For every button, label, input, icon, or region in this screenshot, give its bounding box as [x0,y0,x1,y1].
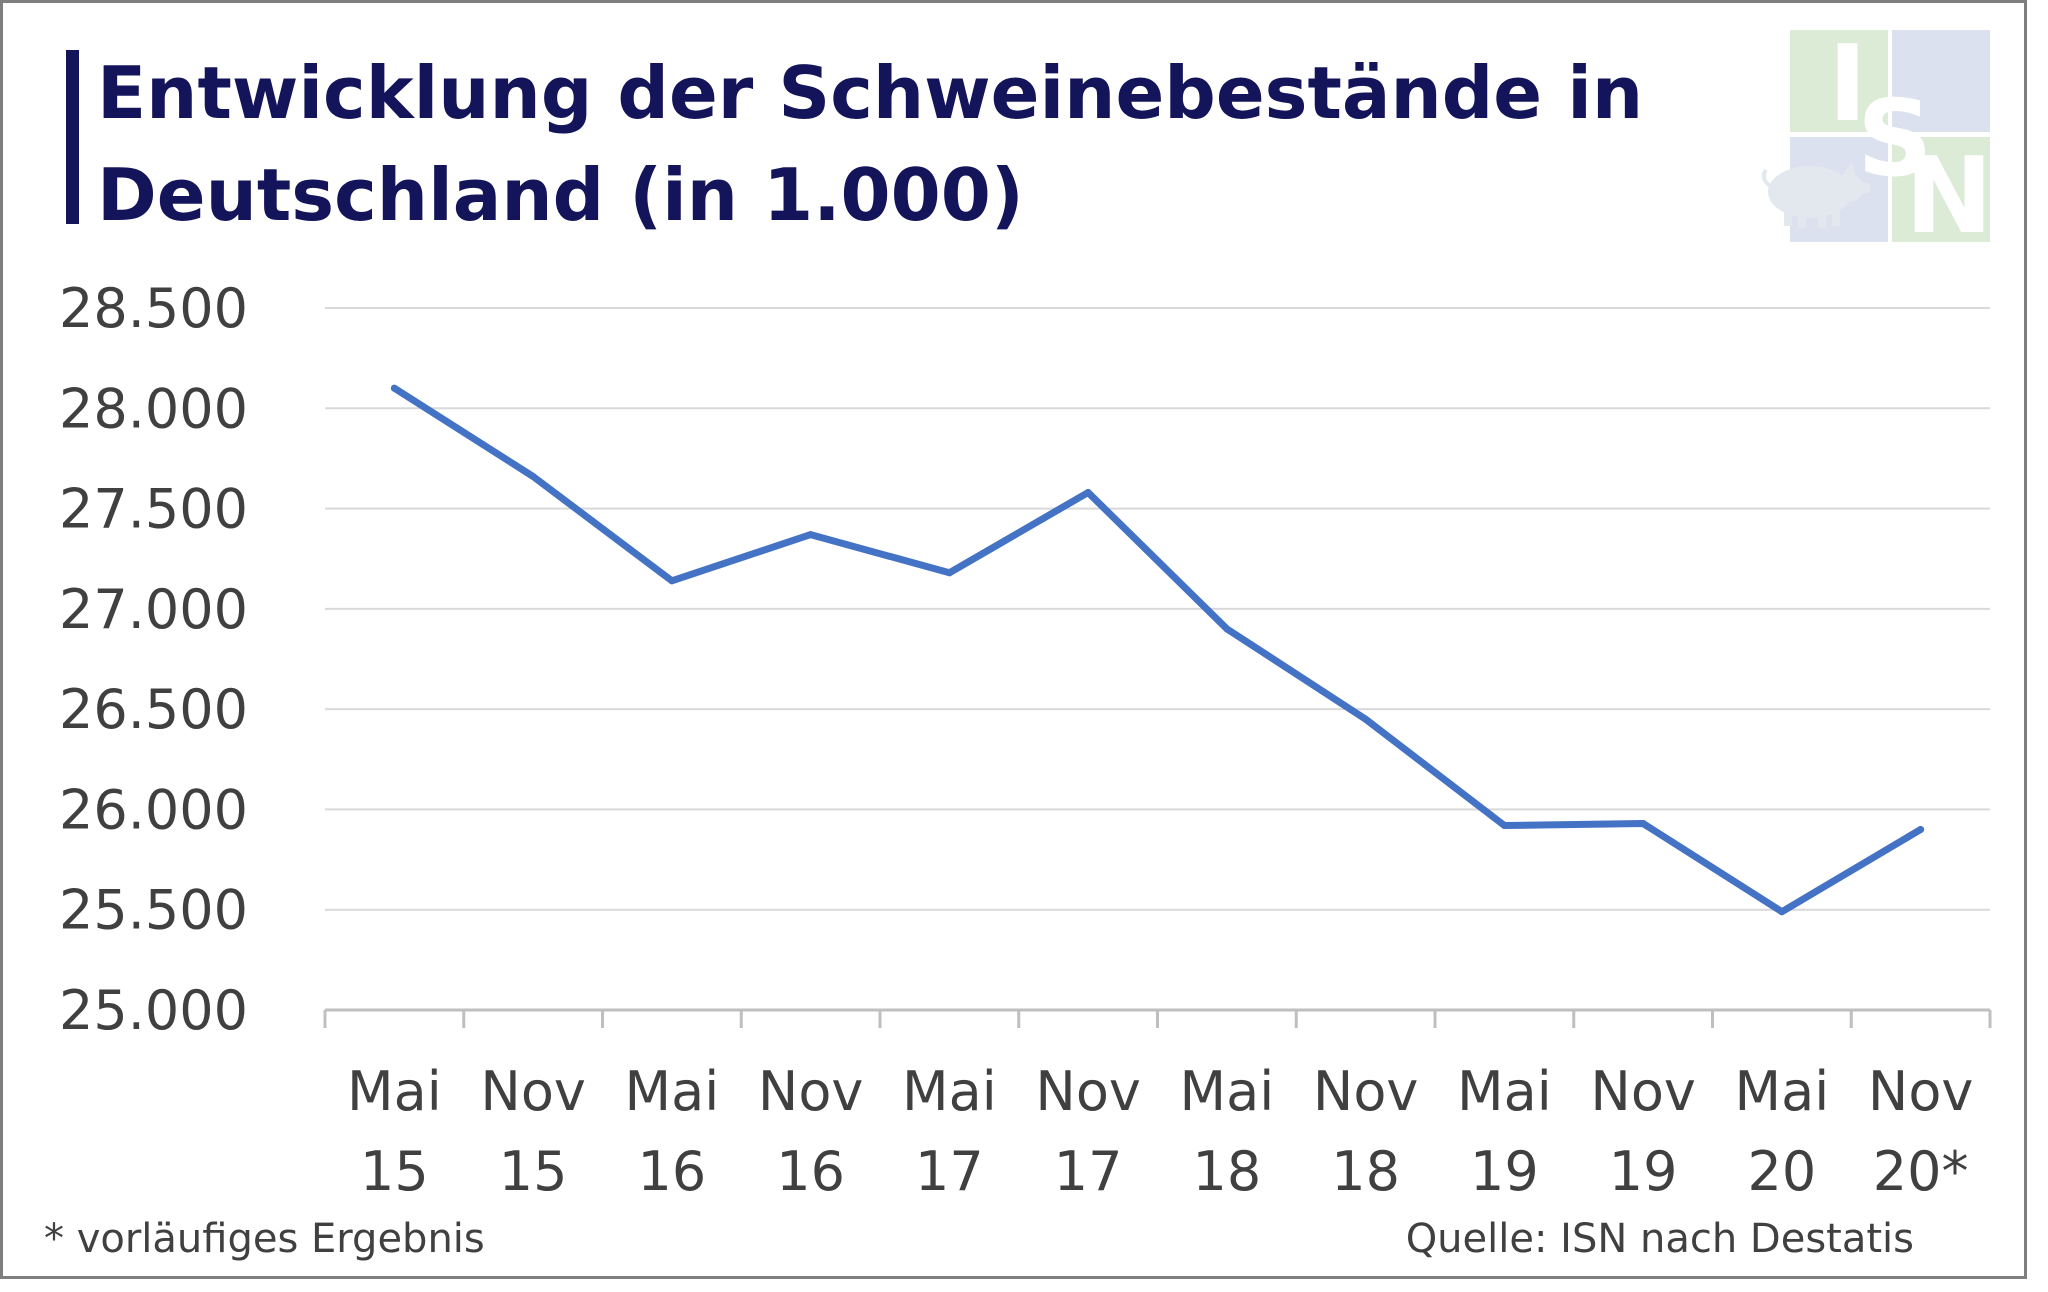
x-tick-label-month: Mai [902,1060,997,1123]
isn-logo: I S N [1761,23,1993,257]
y-tick-label: 26.500 [59,678,248,741]
data-point [1500,821,1508,829]
y-tick-label: 28.500 [59,277,248,340]
title-accent-bar [66,50,79,224]
x-tick-label-year: 16 [638,1140,707,1203]
logo-tile-top-left [1790,30,1888,132]
x-tick-label-month: Mai [1180,1060,1275,1123]
source-note: Quelle: ISN nach Destatis [1406,1216,1914,1262]
x-tick-label-month: Mai [1457,1060,1552,1123]
x-tick-label-month: Nov [480,1060,585,1123]
logo-tile-bottom-right [1892,137,1990,242]
x-tick-label-year: 18 [1193,1140,1262,1203]
x-tick-label-year: 17 [1054,1140,1123,1203]
x-tick-label-month: Nov [758,1060,863,1123]
data-point [1223,625,1231,633]
chart-title-line-1: Entwicklung der Schweinebestände in [97,51,1643,135]
data-point [668,577,676,585]
data-point [1778,908,1786,916]
x-axis-tick-labels: Mai 15 Nov 15 Mai 16 Nov 16 Mai 17 Nov 17 Mai 18 Nov 18… [347,1060,1973,1203]
x-tick-label-year: 15 [360,1140,429,1203]
y-tick-label: 28.000 [59,377,248,440]
footnote-preliminary: * vorläufiges Ergebnis [44,1216,485,1262]
figure-border [0,0,2027,1279]
x-tick-label-year: 20* [1873,1140,1969,1203]
data-point [529,472,537,480]
x-tick-label-year: 19 [1470,1140,1539,1203]
x-tick-label-year: 18 [1331,1140,1400,1203]
x-axis [323,1008,1992,1028]
x-tick-label-month: Nov [1868,1060,1973,1123]
y-tick-label: 25.500 [59,879,248,942]
data-point [1084,489,1092,497]
chart-title-line-2: Deutschland (in 1.000) [97,153,1024,237]
x-tick-label-year: 15 [499,1140,568,1203]
logo-tile-top-right [1892,30,1990,132]
data-point [390,384,398,392]
x-tick-label-year: 20 [1748,1140,1817,1203]
y-axis-tick-labels: 25.000 25.500 26.000 26.500 27.000 27.500 28.0… [59,277,248,1042]
x-tick-label-year: 19 [1609,1140,1678,1203]
x-tick-label-year: 16 [776,1140,845,1203]
grid-lines [325,307,1990,911]
data-point [1362,715,1370,723]
y-tick-label: 25.000 [59,979,248,1042]
pig-icon [1761,162,1870,228]
series-group [390,384,1925,916]
logo-letter-s: S [1857,78,1933,200]
y-tick-label: 27.000 [59,578,248,641]
x-tick-label-month: Nov [1313,1060,1418,1123]
data-point [1639,819,1647,827]
series-line [390,384,1925,916]
logo-letter-n: N [1905,135,1993,257]
x-tick-label-month: Mai [1735,1060,1830,1123]
data-point [807,531,815,539]
y-tick-label: 27.500 [59,478,248,541]
data-point [1917,825,1925,833]
x-tick-label-year: 17 [915,1140,984,1203]
x-tick-label-month: Mai [347,1060,442,1123]
x-tick-label-month: Mai [625,1060,720,1123]
logo-letter-i: I [1828,23,1867,145]
data-point [945,569,953,577]
x-tick-label-month: Nov [1035,1060,1140,1123]
y-tick-label: 26.000 [59,778,248,841]
x-tick-label-month: Nov [1590,1060,1695,1123]
